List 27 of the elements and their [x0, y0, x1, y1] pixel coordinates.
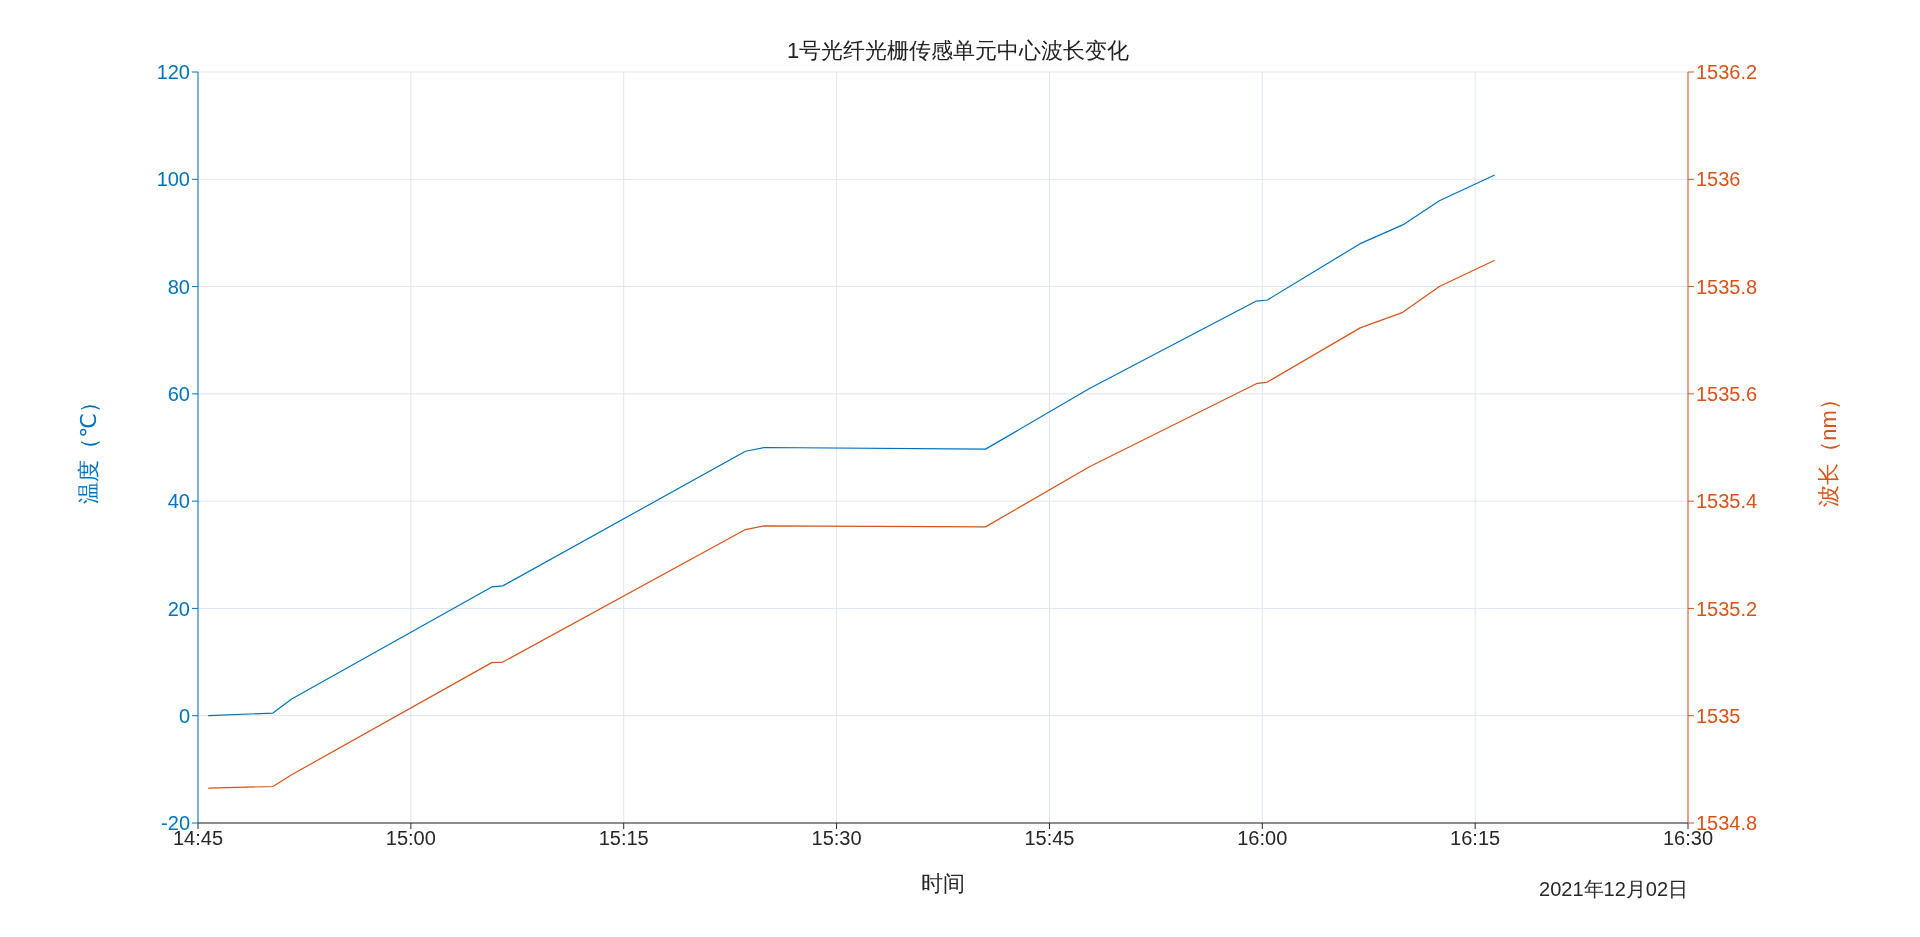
y2-axis-title: 波长（nm） [1815, 388, 1841, 507]
y2-tick-label: 1536.2 [1696, 61, 1758, 84]
x-tick-label: 15:30 [811, 827, 862, 850]
chart-title: 1号光纤光栅传感单元中心波长变化 [786, 38, 1130, 63]
y-tick-label: 120 [156, 61, 190, 84]
x-tick-label: 16:15 [1450, 827, 1501, 850]
y-tick-label: 80 [167, 275, 190, 298]
y2-tick-label: 1535.4 [1696, 490, 1758, 513]
y-axis-title: 温度（℃） [75, 391, 101, 504]
x-axis-title: 时间 [921, 871, 965, 896]
x-tick-label: 15:15 [598, 827, 649, 850]
y-tick-label: 100 [156, 168, 190, 191]
y-tick-label: 0 [178, 704, 190, 727]
y2-tick-label: 1535.2 [1696, 597, 1758, 620]
y2-tick-label: 1536 [1696, 168, 1741, 191]
y-tick-label: 40 [167, 490, 190, 513]
text: 2021年12月02日 [1539, 877, 1688, 902]
x-tick-label: 16:00 [1237, 827, 1288, 850]
x-tick-label: 15:00 [385, 827, 436, 850]
line-series [207, 174, 1496, 717]
y2-tick-label: 1535 [1696, 704, 1741, 727]
y2-tick-label: 1535.8 [1696, 275, 1758, 298]
y2-tick-label: 1535.6 [1696, 382, 1758, 405]
y-tick-label: 20 [167, 597, 190, 620]
x-tick-label: 15:45 [1024, 827, 1075, 850]
y-tick-label: 60 [167, 382, 190, 405]
line-series [207, 259, 1496, 789]
